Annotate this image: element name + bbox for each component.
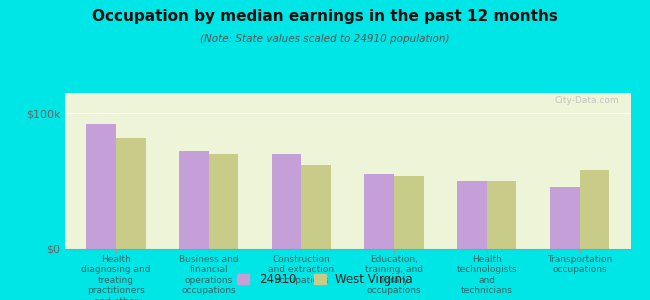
Bar xyxy=(457,181,487,249)
Bar xyxy=(116,138,146,249)
Bar xyxy=(209,154,239,249)
Bar xyxy=(272,154,302,249)
Text: Transportation
occupations: Transportation occupations xyxy=(547,255,612,274)
Legend: 24910, West Virginia: 24910, West Virginia xyxy=(233,269,417,291)
Bar xyxy=(365,174,394,249)
Bar xyxy=(487,181,517,249)
Bar xyxy=(580,170,609,249)
Text: Health
technologists
and
technicians: Health technologists and technicians xyxy=(456,255,517,295)
Text: Construction
and extraction
occupations: Construction and extraction occupations xyxy=(268,255,335,285)
Bar xyxy=(86,124,116,249)
Text: City-Data.com: City-Data.com xyxy=(554,96,619,105)
Bar xyxy=(394,176,424,249)
Bar xyxy=(302,165,331,249)
Text: (Note: State values scaled to 24910 population): (Note: State values scaled to 24910 popu… xyxy=(200,34,450,44)
Bar xyxy=(550,187,580,249)
Text: Education,
training, and
library
occupations: Education, training, and library occupat… xyxy=(365,255,423,295)
Bar xyxy=(179,151,209,249)
Text: Business and
financial
operations
occupations: Business and financial operations occupa… xyxy=(179,255,239,295)
Text: Health
diagnosing and
treating
practitioners
and other
technical
occupations: Health diagnosing and treating practitio… xyxy=(81,255,151,300)
Text: Occupation by median earnings in the past 12 months: Occupation by median earnings in the pas… xyxy=(92,9,558,24)
